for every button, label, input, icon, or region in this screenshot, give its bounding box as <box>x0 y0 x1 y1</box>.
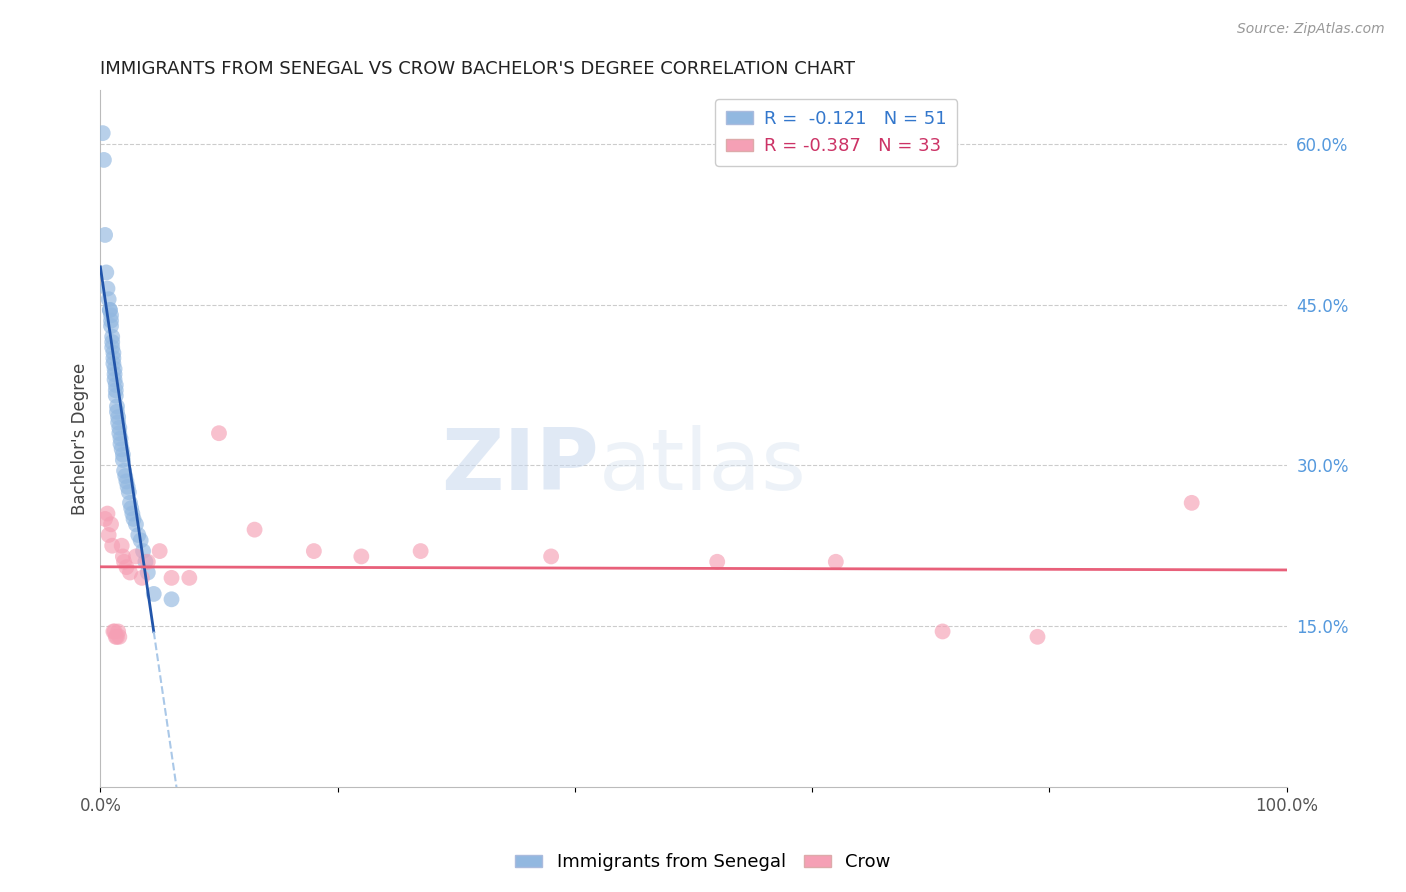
Point <box>101 341 124 355</box>
Point <box>104 389 127 403</box>
Point <box>96 281 118 295</box>
Point <box>105 400 128 414</box>
Point <box>118 485 141 500</box>
Point <box>160 592 183 607</box>
Point <box>98 302 121 317</box>
Point <box>105 630 128 644</box>
Point <box>117 480 139 494</box>
Point <box>103 624 125 639</box>
Point <box>93 153 115 167</box>
Point <box>118 566 141 580</box>
Point <box>107 624 129 639</box>
Point <box>101 539 124 553</box>
Point <box>103 624 125 639</box>
Point <box>118 496 141 510</box>
Point <box>103 373 125 387</box>
Point <box>409 544 432 558</box>
Point <box>125 549 148 564</box>
Point <box>105 405 128 419</box>
Point <box>111 448 134 462</box>
Point <box>824 555 846 569</box>
Point <box>115 475 138 489</box>
Point <box>136 555 159 569</box>
Point <box>121 507 143 521</box>
Legend: R =  -0.121   N = 51, R = -0.387   N = 33: R = -0.121 N = 51, R = -0.387 N = 33 <box>716 99 957 166</box>
Point <box>110 432 132 446</box>
Point <box>96 507 118 521</box>
Point <box>132 544 155 558</box>
Point <box>115 560 138 574</box>
Point <box>208 426 231 441</box>
Point <box>100 308 122 322</box>
Point <box>104 384 127 398</box>
Point <box>108 630 131 644</box>
Point <box>103 346 125 360</box>
Point <box>104 630 127 644</box>
Point <box>103 368 125 382</box>
Point <box>103 362 125 376</box>
Point <box>107 410 129 425</box>
Point <box>111 453 134 467</box>
Point <box>94 512 117 526</box>
Point <box>100 313 122 327</box>
Point <box>97 528 120 542</box>
Point <box>134 555 156 569</box>
Text: IMMIGRANTS FROM SENEGAL VS CROW BACHELOR'S DEGREE CORRELATION CHART: IMMIGRANTS FROM SENEGAL VS CROW BACHELOR… <box>100 60 855 78</box>
Point <box>107 416 129 430</box>
Text: Source: ZipAtlas.com: Source: ZipAtlas.com <box>1237 22 1385 37</box>
Point <box>103 357 125 371</box>
Point <box>179 571 201 585</box>
Point <box>149 544 172 558</box>
Point <box>243 523 266 537</box>
Point <box>100 319 122 334</box>
Point <box>1026 630 1049 644</box>
Point <box>114 469 136 483</box>
Point <box>350 549 373 564</box>
Point <box>91 126 114 140</box>
Point <box>110 437 132 451</box>
Point <box>94 227 117 242</box>
Text: ZIP: ZIP <box>441 425 599 508</box>
Point <box>111 442 134 457</box>
Point <box>136 566 159 580</box>
Point <box>112 555 135 569</box>
Point <box>96 265 118 279</box>
Point <box>103 351 125 366</box>
Legend: Immigrants from Senegal, Crow: Immigrants from Senegal, Crow <box>508 847 898 879</box>
Point <box>101 335 124 350</box>
Point <box>108 421 131 435</box>
Point <box>931 624 953 639</box>
Point <box>125 517 148 532</box>
Point <box>302 544 325 558</box>
Point <box>111 539 134 553</box>
Point <box>100 517 122 532</box>
Point <box>101 330 124 344</box>
Point <box>97 292 120 306</box>
Point <box>1181 496 1204 510</box>
Point <box>540 549 562 564</box>
Point <box>127 528 149 542</box>
Point <box>111 549 134 564</box>
Point <box>160 571 183 585</box>
Point <box>120 501 142 516</box>
Point <box>122 512 145 526</box>
Point <box>142 587 165 601</box>
Point <box>108 426 131 441</box>
Text: atlas: atlas <box>599 425 807 508</box>
Point <box>98 302 121 317</box>
Point <box>104 378 127 392</box>
Point <box>131 571 153 585</box>
Point <box>112 464 135 478</box>
Point <box>129 533 152 548</box>
Y-axis label: Bachelor's Degree: Bachelor's Degree <box>72 362 89 515</box>
Point <box>706 555 728 569</box>
